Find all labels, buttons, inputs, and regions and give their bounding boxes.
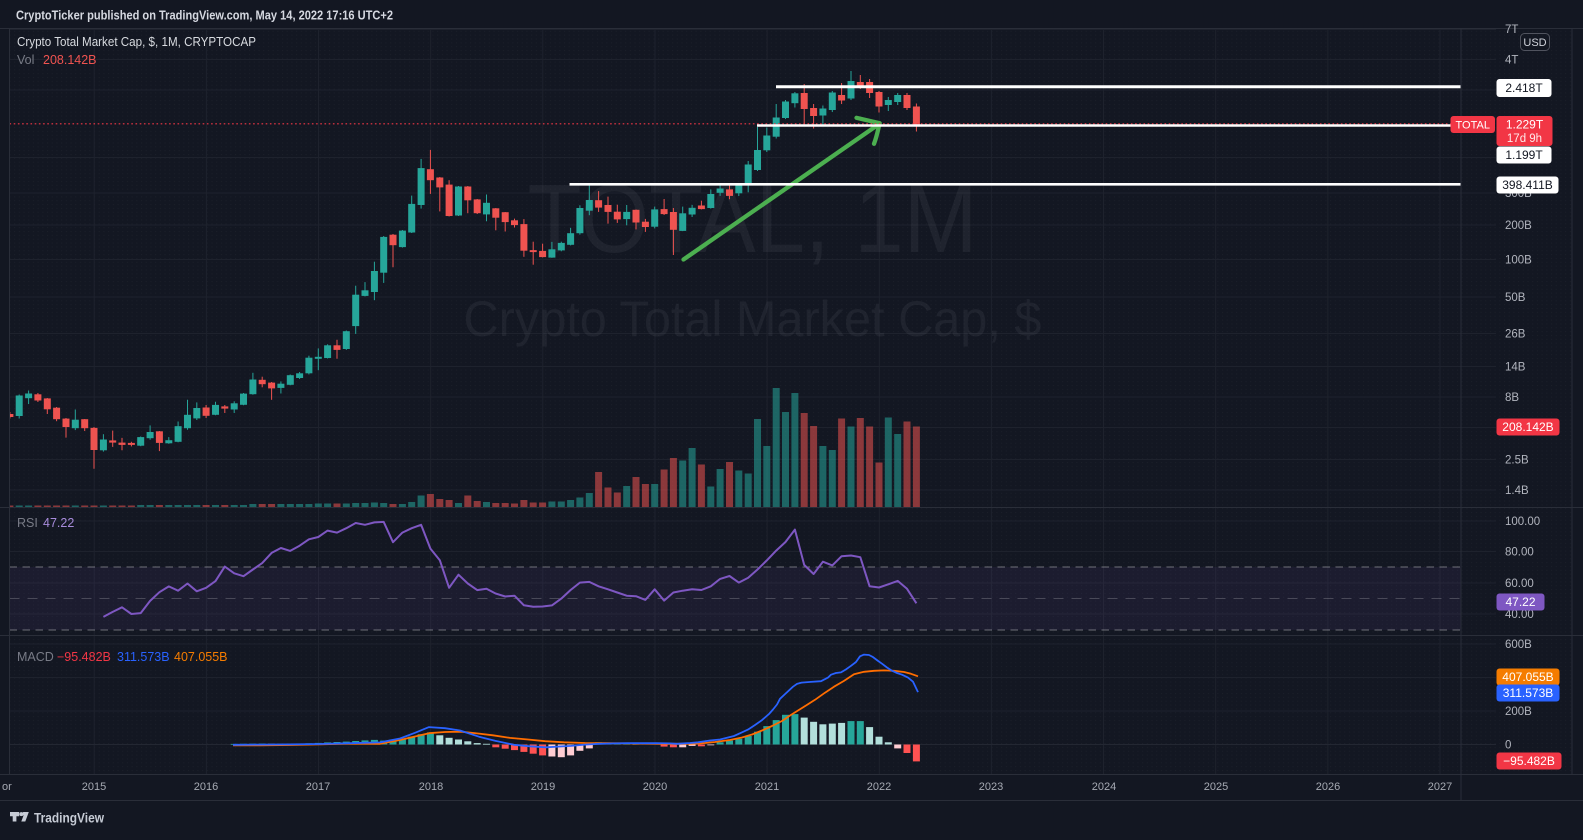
svg-text:311.573B: 311.573B	[1503, 686, 1554, 700]
svg-text:40.00: 40.00	[1505, 609, 1534, 621]
svg-text:1.199T: 1.199T	[1505, 148, 1543, 162]
svg-text:4T: 4T	[1505, 55, 1518, 67]
svg-text:47.22: 47.22	[43, 516, 74, 530]
svg-text:TOTAL, 1M: TOTAL, 1M	[528, 164, 978, 273]
svg-text:CryptoTicker published on Trad: CryptoTicker published on TradingView.co…	[16, 8, 393, 23]
svg-text:−95.482B: −95.482B	[57, 650, 111, 664]
svg-text:2.5B: 2.5B	[1505, 455, 1529, 467]
svg-text:2021: 2021	[755, 781, 779, 793]
svg-text:407.055B: 407.055B	[1502, 670, 1553, 684]
svg-text:RSI: RSI	[17, 516, 38, 530]
svg-text:TOTAL: TOTAL	[1456, 120, 1490, 132]
svg-text:17d 9h: 17d 9h	[1507, 133, 1542, 145]
svg-text:2016: 2016	[194, 781, 218, 793]
svg-text:208.142B: 208.142B	[43, 53, 97, 67]
svg-text:2015: 2015	[82, 781, 106, 793]
svg-text:2025: 2025	[1204, 781, 1228, 793]
svg-text:2024: 2024	[1092, 781, 1116, 793]
svg-text:50B: 50B	[1505, 292, 1526, 304]
svg-text:2017: 2017	[306, 781, 330, 793]
svg-text:80.00: 80.00	[1505, 547, 1534, 559]
svg-text:−95.482B: −95.482B	[1503, 754, 1555, 768]
svg-text:14B: 14B	[1505, 362, 1526, 374]
svg-text:100.00: 100.00	[1505, 516, 1540, 528]
svg-text:311.573B: 311.573B	[117, 650, 170, 664]
svg-text:47.22: 47.22	[1505, 595, 1535, 609]
svg-text:Vol: Vol	[17, 53, 34, 67]
svg-text:398.411B: 398.411B	[1502, 178, 1553, 192]
svg-text:2.418T: 2.418T	[1505, 81, 1543, 95]
svg-text:7T: 7T	[1505, 24, 1518, 36]
svg-text:1.4B: 1.4B	[1505, 485, 1529, 497]
svg-text:2026: 2026	[1316, 781, 1340, 793]
svg-text:USD: USD	[1523, 37, 1546, 49]
svg-text:Crypto Total Market Cap, $: Crypto Total Market Cap, $	[464, 291, 1042, 347]
svg-text:8B: 8B	[1505, 392, 1519, 404]
svg-text:100B: 100B	[1505, 255, 1532, 267]
svg-text:2020: 2020	[643, 781, 667, 793]
svg-text:200B: 200B	[1505, 220, 1532, 232]
svg-text:407.055B: 407.055B	[174, 650, 228, 664]
svg-text:MACD: MACD	[17, 650, 54, 664]
svg-text:600B: 600B	[1505, 639, 1532, 651]
svg-text:0: 0	[1505, 740, 1511, 752]
svg-text:1.229T: 1.229T	[1506, 118, 1544, 132]
svg-text:2027: 2027	[1428, 781, 1452, 793]
svg-text:TradingView: TradingView	[34, 810, 104, 825]
svg-text:2022: 2022	[867, 781, 891, 793]
svg-text:2019: 2019	[531, 781, 555, 793]
svg-text:60.00: 60.00	[1505, 578, 1534, 590]
svg-text:or: or	[2, 781, 12, 793]
svg-text:26B: 26B	[1505, 329, 1526, 341]
svg-text:200B: 200B	[1505, 706, 1532, 718]
svg-text:Crypto Total Market Cap, $, 1M: Crypto Total Market Cap, $, 1M, CRYPTOCA…	[17, 34, 256, 49]
svg-text:2018: 2018	[419, 781, 443, 793]
svg-text:208.142B: 208.142B	[1502, 420, 1553, 434]
svg-text:2023: 2023	[979, 781, 1003, 793]
